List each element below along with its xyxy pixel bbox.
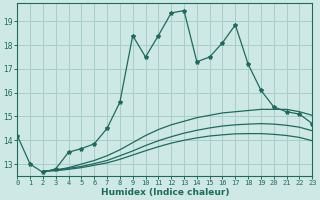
X-axis label: Humidex (Indice chaleur): Humidex (Indice chaleur) <box>100 188 229 197</box>
